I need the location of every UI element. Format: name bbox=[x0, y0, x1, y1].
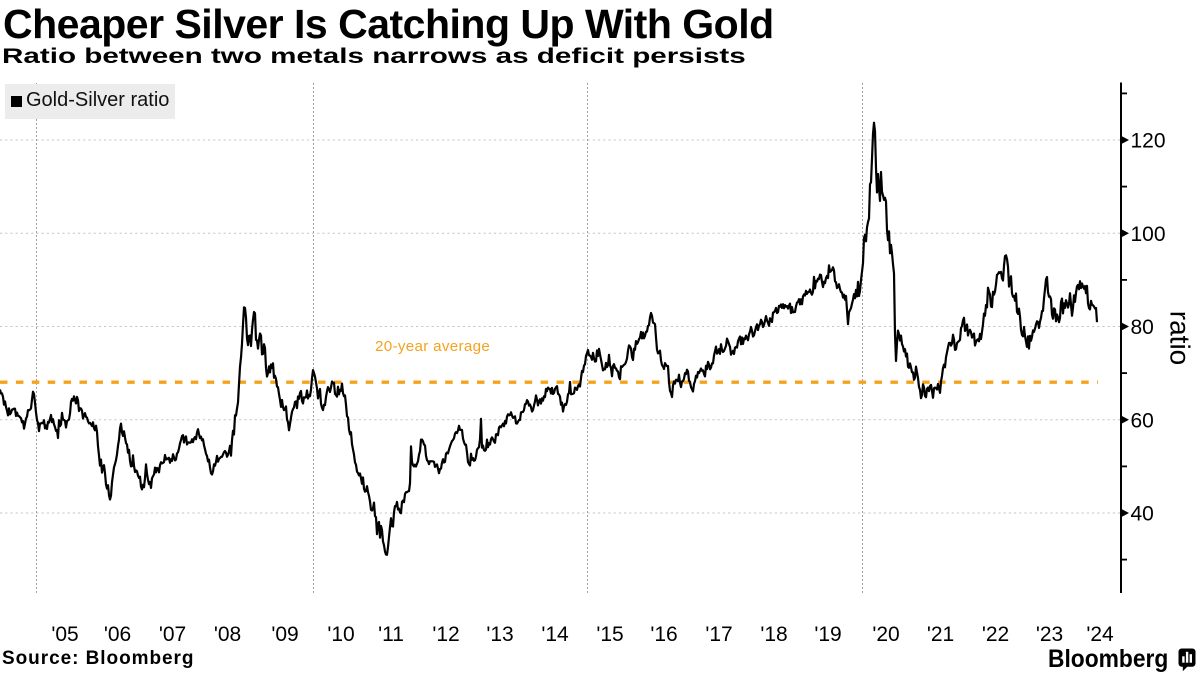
svg-text:60: 60 bbox=[1131, 409, 1154, 432]
svg-text:'06: '06 bbox=[104, 623, 131, 646]
svg-text:'17: '17 bbox=[705, 623, 732, 646]
svg-text:'09: '09 bbox=[271, 623, 298, 646]
svg-text:'07: '07 bbox=[159, 623, 186, 646]
svg-text:'16: '16 bbox=[650, 623, 677, 646]
svg-text:'21: '21 bbox=[927, 623, 954, 646]
svg-text:'12: '12 bbox=[432, 623, 459, 646]
svg-text:'15: '15 bbox=[596, 623, 623, 646]
svg-text:'23: '23 bbox=[1036, 623, 1063, 646]
svg-text:'13: '13 bbox=[486, 623, 513, 646]
svg-text:'14: '14 bbox=[541, 623, 569, 646]
svg-text:'18: '18 bbox=[760, 623, 787, 646]
svg-text:'22: '22 bbox=[982, 623, 1009, 646]
svg-text:40: 40 bbox=[1131, 503, 1154, 526]
svg-text:'10: '10 bbox=[327, 623, 354, 646]
svg-text:'20: '20 bbox=[872, 623, 899, 646]
svg-text:'11: '11 bbox=[378, 623, 404, 646]
svg-text:120: 120 bbox=[1131, 130, 1166, 153]
svg-text:'05: '05 bbox=[51, 623, 78, 646]
svg-text:'08: '08 bbox=[214, 623, 241, 646]
svg-text:'19: '19 bbox=[814, 623, 841, 646]
svg-text:'24: '24 bbox=[1086, 623, 1114, 646]
svg-text:20-year average: 20-year average bbox=[375, 338, 490, 355]
svg-text:80: 80 bbox=[1131, 316, 1154, 339]
svg-text:ratio: ratio bbox=[1165, 311, 1196, 365]
svg-text:100: 100 bbox=[1131, 223, 1166, 246]
